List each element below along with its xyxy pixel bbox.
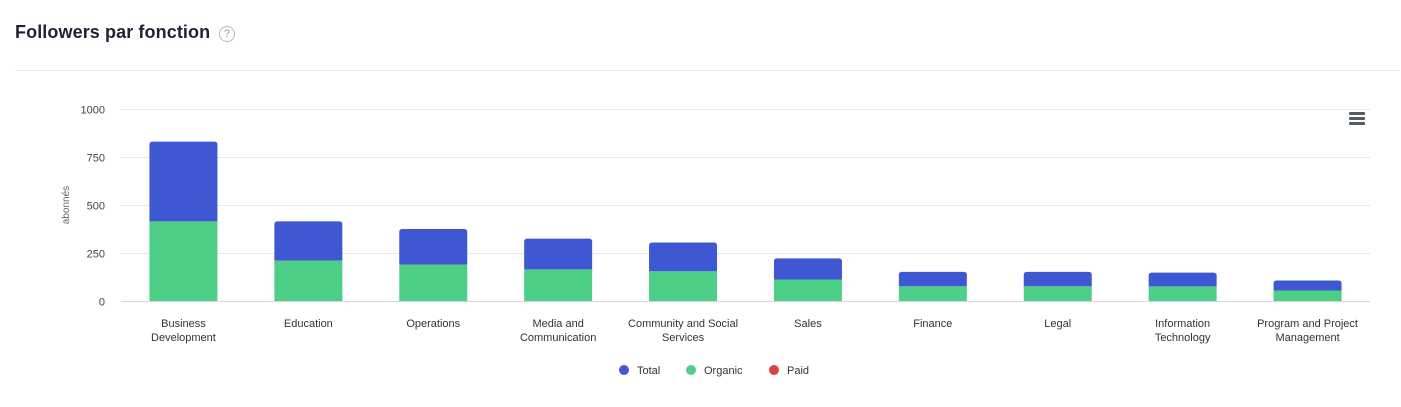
bar-total — [274, 221, 343, 261]
bar-total — [399, 229, 468, 265]
x-tick-label: Information Technology — [1155, 318, 1211, 344]
bar-total — [898, 271, 967, 287]
bar-organic — [149, 221, 218, 301]
x-tick-label: Education — [284, 318, 333, 330]
x-tick-label: Legal — [1044, 318, 1071, 330]
bar-organic — [1273, 290, 1342, 301]
legend-label: Paid — [787, 365, 809, 377]
bar-total — [1148, 272, 1217, 287]
legend-label: Total — [637, 365, 660, 377]
x-tick-label-line: Education — [284, 318, 333, 330]
x-tick-label-line: Media and — [532, 318, 583, 330]
bar-organic — [399, 264, 468, 301]
x-tick-label-line: Information — [1155, 318, 1210, 330]
x-tick-label-line: Sales — [794, 318, 822, 330]
x-tick-label: Sales — [794, 318, 822, 330]
y-axis-title: abonnés — [61, 186, 72, 224]
bar-total — [1023, 271, 1092, 287]
chart-menu-button[interactable] — [1344, 108, 1370, 130]
legend-marker — [686, 365, 696, 375]
x-tick-label: Media and Communication — [520, 318, 596, 344]
bar-organic — [1148, 286, 1217, 301]
x-tick-label: Finance — [913, 318, 952, 330]
x-tick-label: Business Development — [151, 318, 216, 344]
hamburger-menu-icon — [1349, 112, 1365, 115]
legend-marker — [619, 365, 629, 375]
x-tick-label: Operations — [406, 318, 460, 330]
bar-total — [149, 141, 218, 222]
legend-item-total[interactable]: Total — [619, 365, 660, 377]
bar-organic — [274, 260, 343, 301]
y-tick-label: 250 — [87, 249, 105, 261]
header-divider — [15, 70, 1399, 71]
legend-label: Organic — [704, 365, 743, 377]
x-tick-label-line: Community and Social — [628, 318, 738, 330]
y-tick-label: 750 — [87, 153, 105, 165]
chart-title: Followers par fonction — [15, 22, 211, 42]
help-icon[interactable]: ? — [219, 26, 235, 42]
legend-item-organic[interactable]: Organic — [686, 365, 743, 377]
bar-total — [524, 238, 593, 270]
x-tick-label-line: Technology — [1155, 332, 1211, 344]
x-tick-label-line: Communication — [520, 332, 596, 344]
bar-organic — [773, 279, 842, 301]
bar-total — [1273, 280, 1342, 291]
x-tick-label-line: Development — [151, 332, 216, 344]
x-tick-label-line: Finance — [913, 318, 952, 330]
legend-marker — [769, 365, 779, 375]
x-tick-label: Program and Project Management — [1257, 318, 1358, 344]
x-tick-label-line: Services — [662, 332, 705, 344]
bar-total — [649, 242, 718, 272]
card-header: Followers par fonction ? — [0, 0, 1401, 70]
bar-organic — [1023, 286, 1092, 301]
y-tick-label: 1000 — [81, 105, 105, 117]
bar-total — [773, 258, 842, 280]
bar-organic — [524, 269, 593, 301]
x-tick-label-line: Program and Project — [1257, 318, 1358, 330]
bar-organic — [649, 271, 718, 301]
hamburger-menu-icon — [1349, 122, 1365, 125]
y-tick-label: 0 — [99, 297, 105, 309]
x-tick-label-line: Business — [161, 318, 206, 330]
bar-organic — [898, 286, 967, 301]
y-tick-label: 500 — [87, 201, 105, 213]
x-tick-label-line: Management — [1275, 332, 1339, 344]
x-tick-label: Community and Social Services — [628, 318, 738, 344]
legend-item-paid[interactable]: Paid — [769, 365, 809, 377]
x-tick-label-line: Operations — [406, 318, 460, 330]
hamburger-menu-icon — [1349, 117, 1365, 120]
x-tick-label-line: Legal — [1044, 318, 1071, 330]
